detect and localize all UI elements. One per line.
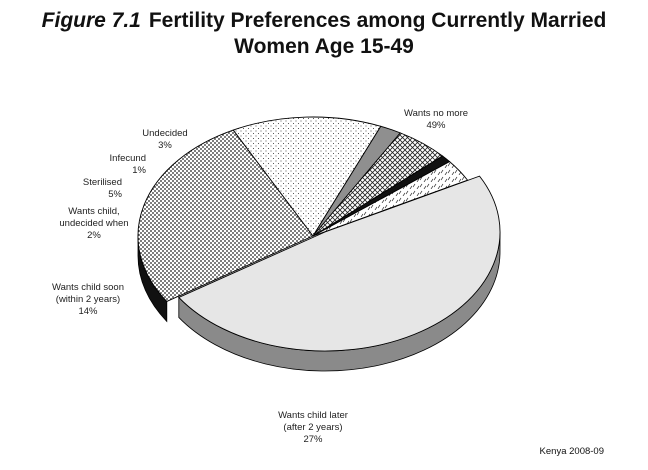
slice-label: Wants child later (after 2 years) 27% <box>278 410 348 445</box>
slice-label-line: Undecided <box>142 128 187 139</box>
slice-label-line: (within 2 years) <box>56 294 120 305</box>
slice-label-line: Wants child soon <box>52 282 124 293</box>
slice-label-line: 14% <box>78 306 98 317</box>
slice-label-line: Wants no more <box>404 108 468 119</box>
slice-label-line: 1% <box>132 165 146 176</box>
slice-label: Undecided 3% <box>142 128 187 151</box>
slice-label: Wants no more 49% <box>404 108 468 131</box>
slice-labels: Wants no more 49% Wants child later (after … <box>52 108 468 445</box>
chart-title: Figure 7.1 Fertility Preferences among Cu… <box>0 8 648 60</box>
slice-label-line: 2% <box>87 230 101 241</box>
slice-label-line: Sterilised <box>83 177 122 188</box>
slice-label: Sterilised 5% <box>83 177 123 200</box>
slice-label-line: 27% <box>303 434 323 445</box>
slice-label-line: 3% <box>158 140 172 151</box>
pie-slice <box>312 161 469 237</box>
slice-label-line: Wants child, <box>68 206 119 217</box>
slice-label-line: 5% <box>108 189 122 200</box>
pie-slice <box>232 116 382 237</box>
slice-label: Wants child, undecided when 2% <box>59 206 128 241</box>
slice-label-line: undecided when <box>59 218 128 229</box>
slice-label-line: Infecund <box>110 153 146 164</box>
slice-label-line: (after 2 years) <box>283 422 342 433</box>
source-note: Kenya 2008-09 <box>539 446 604 457</box>
title-line-2: Women Age 15-49 <box>234 35 414 58</box>
pie-slice <box>178 175 501 352</box>
slice-label: Infecund 1% <box>110 153 147 176</box>
figure-label: Figure 7.1 <box>41 9 141 32</box>
title-line-1: Figure 7.1 Fertility Preferences among Cu… <box>0 8 648 34</box>
slice-label-line: Wants child later <box>278 410 348 421</box>
pie-slice <box>137 129 314 302</box>
slice-label: Wants child soon (within 2 years) 14% <box>52 282 124 317</box>
title-text-1: Fertility Preferences among Currently Ma… <box>148 9 607 32</box>
pie-slices <box>137 116 501 352</box>
slice-label-line: 49% <box>426 120 446 131</box>
